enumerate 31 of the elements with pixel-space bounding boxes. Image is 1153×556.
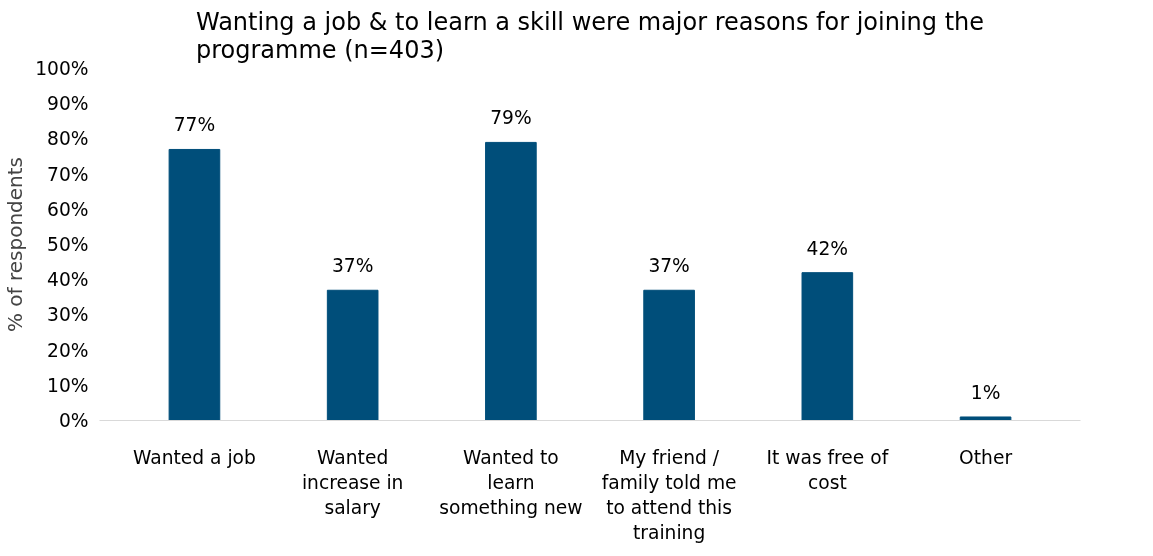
data-label: 1% [970,381,1001,403]
x-tick-label: Wanted to learn something new [439,446,583,518]
y-tick-label: 30% [47,304,89,326]
x-tick-label: Wanted increase in salary [301,446,404,518]
y-tick-label: 0% [58,410,89,431]
y-tick-label: 10% [47,374,89,396]
y-axis-title: % of respondents [3,156,28,333]
bar [485,141,537,421]
data-label: 37% [331,255,374,277]
x-tick-label: Other [959,446,1013,468]
bar [801,272,854,421]
x-tick-label: It was free of cost [766,446,889,493]
data-label: 77% [173,114,216,136]
bar [959,416,1012,421]
x-tick-label: Wanted a job [133,446,256,468]
data-label: 79% [490,107,532,129]
y-tick-label: 70% [47,163,89,185]
y-tick-label: 20% [47,339,89,361]
chart-title: Wanting a job & to learn a skill were major reasons for joining the programme (n=403) [195,7,985,64]
y-tick-label: 60% [47,198,89,220]
bar [326,289,379,421]
data-label: 37% [648,255,690,277]
bar [168,148,221,421]
x-tick-label: My friend / family told me to attend this training [601,446,737,544]
bar [643,289,695,421]
y-tick-label: 40% [47,269,89,291]
y-tick-label: 90% [47,93,89,115]
y-tick-label: 50% [47,234,89,255]
y-tick-label: 100% [35,58,89,79]
y-tick-label: 80% [47,128,89,150]
data-label: 42% [806,237,849,259]
